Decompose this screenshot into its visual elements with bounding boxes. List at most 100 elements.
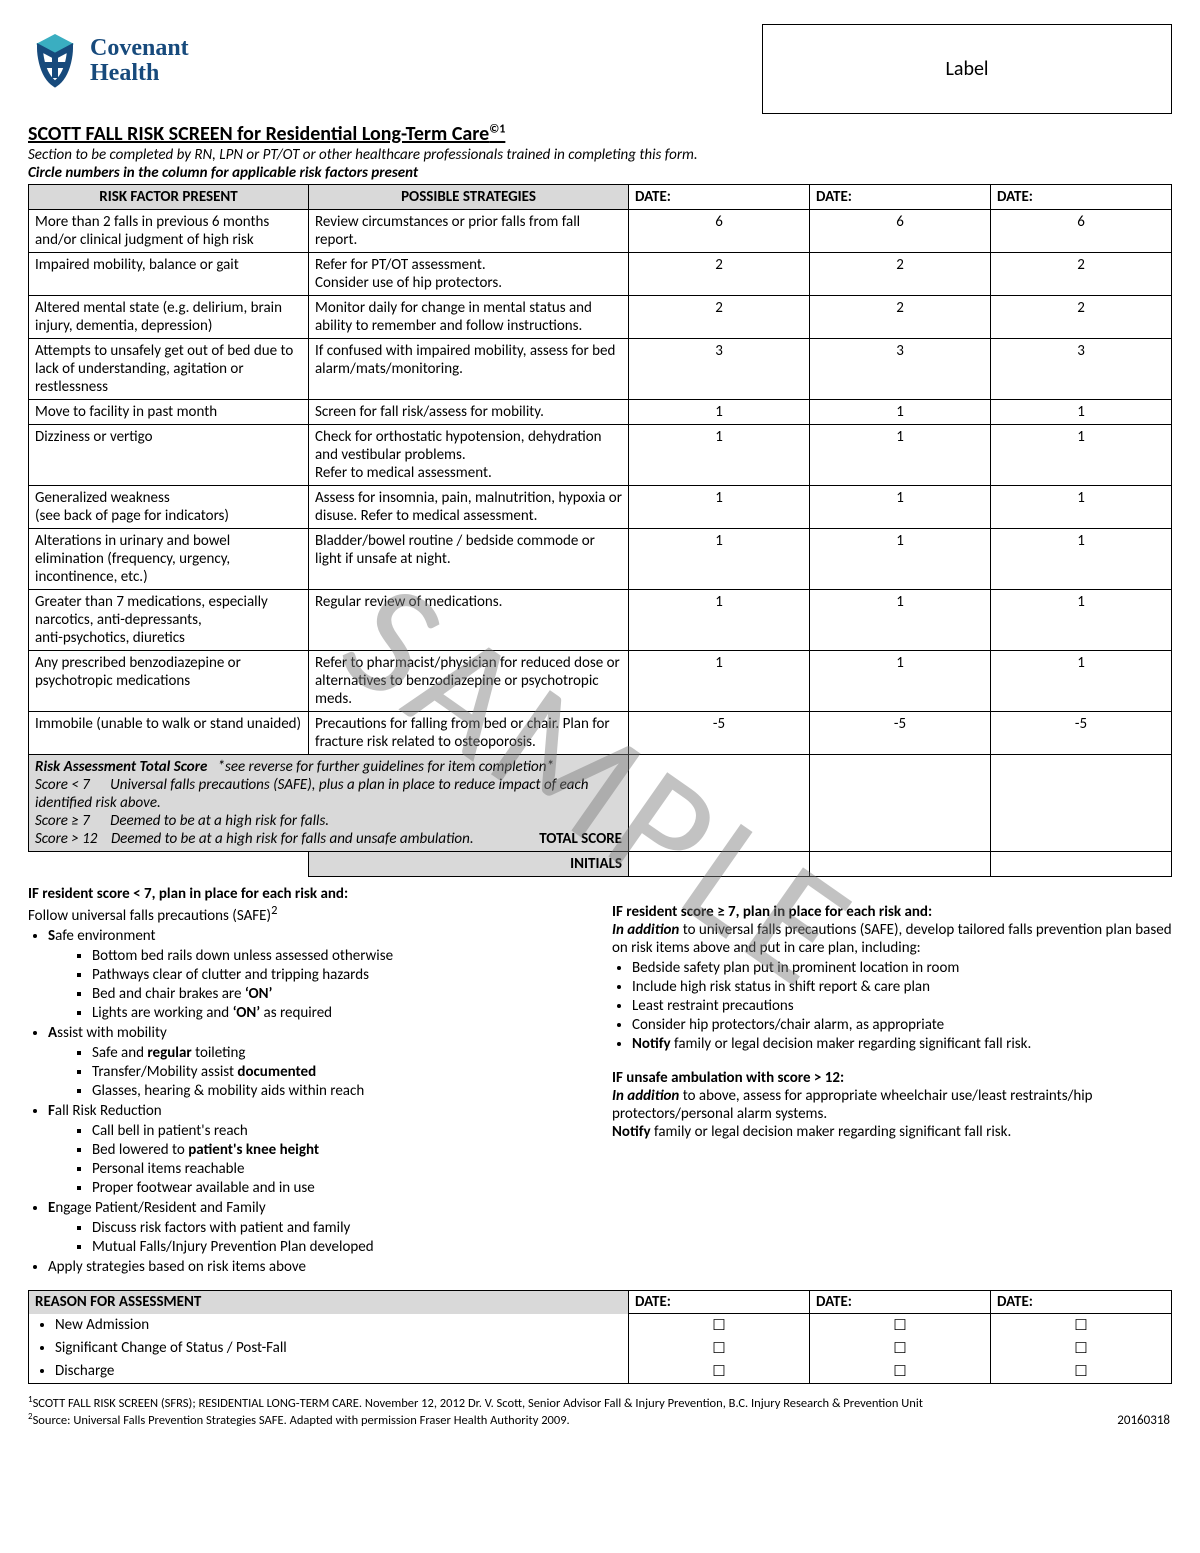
strategy: Regular review of medications. xyxy=(309,590,629,651)
list-item: Discuss risk factors with patient and fa… xyxy=(92,1219,588,1237)
list-item: Consider hip protectors/chair alarm, as … xyxy=(632,1016,1172,1034)
list-item: Include high risk status in shift report… xyxy=(632,978,1172,996)
score-cell: 1 xyxy=(991,651,1172,712)
checkbox: ☐ xyxy=(991,1314,1172,1338)
instruction-1: Section to be completed by RN, LPN or PT… xyxy=(28,146,1172,164)
score-cell: 1 xyxy=(810,590,991,651)
right-col: IF resident score ≥ 7, plan in place for… xyxy=(612,885,1172,1278)
checkbox: ☐ xyxy=(991,1337,1172,1360)
initials-2 xyxy=(810,852,991,877)
initials-3 xyxy=(991,852,1172,877)
strategy: Screen for fall risk/assess for mobility… xyxy=(309,400,629,425)
risk-factor: Any prescribed benzodiazepine or psychot… xyxy=(29,651,309,712)
strategy: Assess for insomnia, pain, malnutrition,… xyxy=(309,486,629,529)
strategy: Refer to pharmacist/physician for reduce… xyxy=(309,651,629,712)
reason-item: Discharge xyxy=(29,1360,629,1384)
score-cell: 2 xyxy=(629,296,810,339)
reason-table: REASON FOR ASSESSMENT DATE: DATE: DATE: … xyxy=(28,1290,1172,1384)
score-cell: -5 xyxy=(991,712,1172,755)
score-cell: 1 xyxy=(629,651,810,712)
score-cell: 2 xyxy=(810,253,991,296)
score-cell: 2 xyxy=(629,253,810,296)
risk-table: RISK FACTOR PRESENT POSSIBLE STRATEGIES … xyxy=(28,184,1172,877)
score-cell: 1 xyxy=(991,529,1172,590)
hdr-risk: RISK FACTOR PRESENT xyxy=(29,185,309,210)
total-3 xyxy=(991,755,1172,852)
logo: Covenant Health xyxy=(28,32,189,90)
score-cell: 1 xyxy=(629,590,810,651)
strategy: Precautions for falling from bed or chai… xyxy=(309,712,629,755)
list-item: Least restraint precautions xyxy=(632,997,1172,1015)
score-cell: 1 xyxy=(991,486,1172,529)
checkbox: ☐ xyxy=(629,1314,810,1338)
footnotes: 1SCOTT FALL RISK SCREEN (SFRS); RESIDENT… xyxy=(28,1394,1172,1428)
score-cell: 2 xyxy=(991,253,1172,296)
strategy: Monitor daily for change in mental statu… xyxy=(309,296,629,339)
score-cell: 1 xyxy=(991,400,1172,425)
list-item: Bed and chair brakes are ‘ON’ xyxy=(92,985,588,1003)
score-cell: 3 xyxy=(810,339,991,400)
checkbox: ☐ xyxy=(629,1360,810,1384)
logo-line1: Covenant xyxy=(90,36,189,61)
score-cell: 3 xyxy=(629,339,810,400)
list-item: Personal items reachable xyxy=(92,1160,588,1178)
checkbox: ☐ xyxy=(810,1314,991,1338)
score-cell: 6 xyxy=(629,210,810,253)
total-2 xyxy=(810,755,991,852)
score-cell: 2 xyxy=(810,296,991,339)
hdr-date-3: DATE: xyxy=(991,185,1172,210)
reason-date-2: DATE: xyxy=(810,1291,991,1314)
score-cell: 1 xyxy=(629,400,810,425)
strategy: Check for orthostatic hypotension, dehyd… xyxy=(309,425,629,486)
list-item: Bedside safety plan put in prominent loc… xyxy=(632,959,1172,977)
label-box: Label xyxy=(762,24,1172,114)
hdr-strategies: POSSIBLE STRATEGIES xyxy=(309,185,629,210)
list-item: Notify family or legal decision maker re… xyxy=(632,1035,1172,1053)
checkbox: ☐ xyxy=(810,1360,991,1384)
logo-line2: Health xyxy=(90,61,189,86)
score-cell: 1 xyxy=(810,425,991,486)
strategy: Review circumstances or prior falls from… xyxy=(309,210,629,253)
total-1 xyxy=(629,755,810,852)
risk-factor: Move to facility in past month xyxy=(29,400,309,425)
score-cell: 1 xyxy=(810,529,991,590)
reason-date-1: DATE: xyxy=(629,1291,810,1314)
strategy: Bladder/bowel routine / bedside commode … xyxy=(309,529,629,590)
risk-factor: Altered mental state (e.g. delirium, bra… xyxy=(29,296,309,339)
list-item: Proper footwear available and in use xyxy=(92,1179,588,1197)
risk-factor: Generalized weakness(see back of page fo… xyxy=(29,486,309,529)
score-cell: 1 xyxy=(810,486,991,529)
list-item: Bottom bed rails down unless assessed ot… xyxy=(92,947,588,965)
list-item: Bed lowered to patient's knee height xyxy=(92,1141,588,1159)
reason-item: New Admission xyxy=(29,1314,629,1338)
list-item: Pathways clear of clutter and tripping h… xyxy=(92,966,588,984)
score-cell: 3 xyxy=(991,339,1172,400)
guideline-cell: Risk Assessment Total Score *see reverse… xyxy=(29,755,629,852)
left-col: IF resident score < 7, plan in place for… xyxy=(28,885,588,1278)
hdr-date-1: DATE: xyxy=(629,185,810,210)
list-item: Glasses, hearing & mobility aids within … xyxy=(92,1082,588,1100)
score-cell: 1 xyxy=(629,486,810,529)
reason-item: Significant Change of Status / Post-Fall xyxy=(29,1337,629,1360)
score-cell: 6 xyxy=(810,210,991,253)
list-item: Call bell in patient's reach xyxy=(92,1122,588,1140)
list-item: Lights are working and ‘ON’ as required xyxy=(92,1004,588,1022)
page-title: SCOTT FALL RISK SCREEN for Residential L… xyxy=(28,122,1172,146)
score-cell: 1 xyxy=(810,400,991,425)
risk-factor: Alterations in urinary and bowel elimina… xyxy=(29,529,309,590)
risk-factor: Impaired mobility, balance or gait xyxy=(29,253,309,296)
initials-label: INITIALS xyxy=(309,852,629,877)
checkbox: ☐ xyxy=(991,1360,1172,1384)
score-cell: 1 xyxy=(991,590,1172,651)
logo-icon xyxy=(28,32,82,90)
guidance-columns: IF resident score < 7, plan in place for… xyxy=(28,885,1172,1278)
hdr-date-2: DATE: xyxy=(810,185,991,210)
risk-factor: Greater than 7 medications, especially n… xyxy=(29,590,309,651)
reason-date-3: DATE: xyxy=(991,1291,1172,1314)
list-item: Safe and regular toileting xyxy=(92,1044,588,1062)
list-item: Transfer/Mobility assist documented xyxy=(92,1063,588,1081)
reason-hdr: REASON FOR ASSESSMENT xyxy=(29,1291,629,1314)
checkbox: ☐ xyxy=(810,1337,991,1360)
list-item: Mutual Falls/Injury Prevention Plan deve… xyxy=(92,1238,588,1256)
risk-factor: More than 2 falls in previous 6 months a… xyxy=(29,210,309,253)
